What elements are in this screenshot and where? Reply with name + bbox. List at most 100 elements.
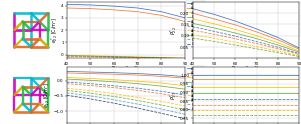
A2_22	[212, 18, 216, 20]
A_22	[136, 7, 140, 9]
A2_22	[112, 9, 116, 11]
A_12	[183, 76, 187, 77]
B_11	[276, 87, 280, 88]
B_12	[136, 80, 140, 82]
AB_12	[160, 101, 163, 102]
AA_12	[183, 94, 187, 96]
B_22	[160, 57, 163, 58]
Line: AB_22: AB_22	[67, 58, 185, 82]
BA_12	[136, 103, 140, 105]
B_11	[234, 87, 237, 88]
BA2_22	[136, 75, 140, 76]
AB_12	[183, 105, 187, 107]
BA2_22	[160, 85, 163, 86]
AA_22	[183, 58, 187, 59]
AA_22	[136, 57, 140, 58]
A2_22	[136, 11, 140, 12]
B2_11	[212, 92, 216, 93]
Line: B_22: B_22	[67, 55, 185, 58]
AB2_11	[298, 114, 301, 116]
AA2_12	[89, 85, 92, 86]
A_22	[160, 11, 163, 12]
AB_22	[212, 38, 216, 39]
AB2_22	[255, 48, 259, 50]
BA2_12	[160, 113, 163, 114]
BA2_12	[65, 94, 69, 96]
Line: A2_22: A2_22	[193, 13, 299, 49]
B_22	[191, 18, 194, 20]
Line: AB2_22: AB2_22	[67, 58, 185, 88]
Line: B_22: B_22	[193, 19, 299, 51]
B2_11	[191, 92, 194, 93]
A_22	[298, 47, 301, 49]
AB2_22	[160, 76, 163, 78]
AB2_22	[65, 58, 69, 59]
Line: B_12: B_12	[67, 78, 185, 86]
AA_12	[65, 81, 69, 83]
AB2_22	[191, 37, 194, 39]
A_12	[112, 72, 116, 73]
AA2_22	[234, 38, 237, 39]
AA2_12	[112, 87, 116, 88]
A_22	[183, 17, 187, 19]
Line: AA2_12: AA2_12	[67, 84, 185, 98]
B2_22	[255, 38, 259, 39]
AA_11	[191, 99, 194, 100]
A2_12	[112, 73, 116, 75]
BA_12	[65, 92, 69, 94]
AB2_12	[89, 92, 92, 94]
A_22	[65, 4, 69, 5]
B2_22	[234, 32, 237, 34]
BA2_22	[183, 99, 187, 101]
AA_22	[212, 31, 216, 32]
B2_12	[112, 81, 116, 83]
A_11	[234, 75, 237, 76]
AA_11	[276, 99, 280, 100]
AA_22	[89, 56, 92, 57]
AA2_22	[112, 57, 116, 58]
A2_22	[89, 8, 92, 9]
AB_22	[234, 42, 237, 43]
B_22	[212, 23, 216, 25]
Line: A_22: A_22	[193, 9, 299, 48]
AB2_22	[183, 87, 187, 89]
AA_22	[255, 41, 259, 42]
BA_22	[136, 71, 140, 73]
A_11	[298, 75, 301, 76]
AB2_11	[191, 114, 194, 116]
B_12	[160, 82, 163, 84]
B_12	[183, 85, 187, 87]
B2_22	[65, 55, 69, 56]
Y-axis label: $P^*_{11}$: $P^*_{11}$	[168, 91, 179, 100]
A_22	[212, 14, 216, 15]
B2_12	[183, 88, 187, 90]
AB_11	[298, 109, 301, 110]
Line: BA2_22: BA2_22	[67, 60, 185, 100]
AA2_22	[212, 33, 216, 35]
A2_22	[255, 31, 259, 33]
AA_11	[212, 99, 216, 100]
Line: B2_22: B2_22	[193, 23, 299, 52]
B_22	[112, 55, 116, 57]
A2_11	[276, 78, 280, 80]
A2_22	[183, 21, 187, 22]
Line: AB2_12: AB2_12	[67, 90, 185, 110]
AA_22	[112, 56, 116, 58]
B_22	[89, 55, 92, 56]
BA2_22	[112, 67, 116, 69]
BA_12	[183, 113, 187, 115]
AB2_11	[234, 114, 237, 116]
AB2_22	[89, 60, 92, 62]
B_11	[255, 87, 259, 88]
AB_11	[212, 109, 216, 110]
B2_22	[276, 44, 280, 46]
AB2_22	[234, 44, 237, 46]
AA2_22	[160, 58, 163, 59]
B_22	[276, 42, 280, 44]
B2_22	[183, 58, 187, 60]
AA2_11	[191, 104, 194, 105]
AA_22	[160, 57, 163, 59]
BA_22	[160, 80, 163, 81]
Line: AA_22: AA_22	[193, 27, 299, 54]
Line: AA_12: AA_12	[67, 82, 185, 95]
